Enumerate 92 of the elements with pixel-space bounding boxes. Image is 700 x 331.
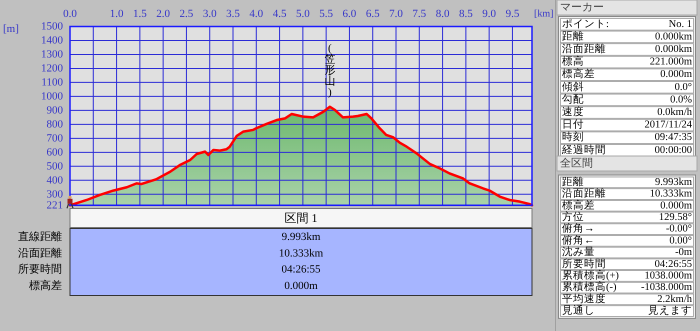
y-tick-label: 500 (46, 160, 64, 172)
y-tick-label: 221 (46, 199, 63, 212)
x-tick-label: 1.5 (132, 8, 148, 20)
text: 04:26:55 (281, 264, 322, 276)
text: 0.0% (670, 94, 692, 106)
x-tick-label: 1.0 (110, 8, 124, 20)
text: 0.0° (674, 82, 692, 93)
x-tick-label: 6.5 (366, 8, 380, 20)
y-tick-label: 800 (46, 118, 64, 130)
text: 全区間 (560, 158, 593, 170)
text: -0.00° (666, 224, 692, 235)
text: 沿面距離 (562, 43, 606, 55)
x-tick-label: 2.0 (156, 8, 171, 20)
x-tick-label: 0.0 (63, 8, 78, 20)
x-tick-label: 8.5 (458, 8, 474, 20)
text: 00:00:00 (654, 144, 692, 156)
text: 沈み量 (562, 245, 595, 258)
text: 2.2km/h (657, 294, 693, 305)
text: 累積標高(+) (562, 268, 620, 282)
x-tick-label: 5.5 (319, 8, 334, 20)
text: 距離 (562, 30, 584, 42)
text: 0.00° (669, 235, 692, 246)
y-tick-label: 1500 (41, 20, 64, 32)
text: -1038.000m (640, 282, 692, 294)
text: 見通し (562, 304, 595, 317)
x-tick-label: 2.5 (180, 8, 194, 20)
x-tick-label: 9.0 (482, 8, 497, 20)
x-tick-label: 7.5 (412, 8, 427, 20)
y-tick-label: 400 (46, 174, 64, 186)
text: 俯角← (562, 233, 594, 246)
text: 沿面距離 (18, 247, 62, 260)
text: 0.000m (660, 69, 692, 80)
text: 標高 (562, 54, 584, 68)
y-tick-label: 900 (46, 104, 64, 116)
x-tick-label: 9.5 (506, 8, 520, 20)
text: 0.000km (654, 31, 692, 42)
text: 1038.000m (644, 270, 692, 282)
text: No. 1 (668, 18, 692, 30)
x-tick-label: 7.0 (389, 8, 404, 20)
text: 9.993km (282, 231, 321, 243)
text: 04:26:55 (654, 258, 692, 270)
text: 所要時間 (18, 262, 62, 276)
text: 221.000m (650, 56, 692, 68)
text: 傾斜 (562, 80, 584, 93)
x-tick-label: 3.0 (202, 8, 218, 20)
y-tick-label: 600 (46, 146, 64, 158)
text: 平均速度 (562, 292, 606, 305)
text: 標高差 (562, 198, 595, 212)
y-tick-label: 1300 (41, 48, 64, 60)
text: 経過時間 (561, 142, 606, 156)
text: 0.000m (660, 200, 692, 212)
text: 10.333km (278, 247, 324, 260)
text: 10.333km (650, 188, 692, 200)
text: 沿面距離 (562, 188, 606, 200)
text: 俯角→ (562, 222, 594, 235)
x-tick-label: 4.5 (272, 8, 287, 20)
text: -0m (675, 247, 692, 258)
text: 方位 (562, 210, 584, 223)
text: 時刻 (562, 130, 584, 144)
text: 0.000m (284, 280, 318, 292)
y-tick-label: 700 (46, 132, 64, 144)
text: 0.000km (654, 44, 692, 55)
text: ポイント: (562, 18, 609, 30)
y-tick-label: 1400 (41, 34, 64, 46)
text: 0.0km/h (657, 107, 693, 118)
text: 速度 (562, 105, 584, 118)
x-tick-label: 6.0 (342, 8, 357, 20)
text: 区間 1 (284, 211, 318, 225)
text: 標高差 (562, 67, 595, 80)
text: 9.993km (654, 176, 692, 188)
y-tick-label: 1200 (41, 62, 64, 74)
y-axis-title: [m] (3, 23, 19, 35)
x-tick-label: 3.5 (226, 8, 240, 20)
y-tick-label: 1000 (41, 90, 64, 102)
text: 直線距離 (18, 230, 62, 243)
text: 2017/11/24 (644, 120, 693, 131)
text: 日付 (562, 118, 584, 131)
text: 距離 (562, 176, 584, 188)
x-tick-label: 8.0 (436, 8, 450, 20)
x-axis-title: [km] (534, 8, 554, 20)
text: マーカー (560, 2, 604, 14)
text: 勾配 (562, 93, 584, 106)
text: 累積標高(-) (562, 280, 617, 294)
x-tick-label: 4.0 (249, 8, 264, 20)
text: 標高差 (29, 278, 62, 292)
text: 129.58° (658, 212, 692, 223)
y-tick-label: 300 (46, 188, 64, 200)
text: 所要時間 (562, 256, 606, 270)
text: 09:47:35 (654, 132, 692, 144)
y-tick-label: 1100 (41, 76, 64, 88)
text: 見えます (648, 304, 692, 317)
x-tick-label: 5.0 (296, 8, 310, 20)
